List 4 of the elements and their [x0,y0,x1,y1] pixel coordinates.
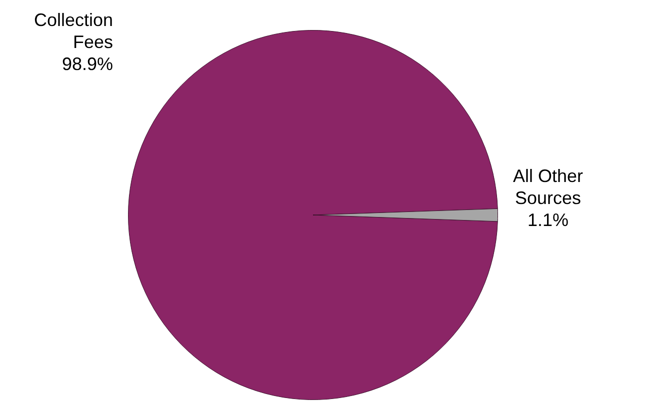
slice-label: All Other Sources [512,166,584,208]
slice-label: Collection Fees [34,10,113,52]
data-label: 1.1% [527,210,569,230]
data-label: 98.9% [62,54,113,74]
